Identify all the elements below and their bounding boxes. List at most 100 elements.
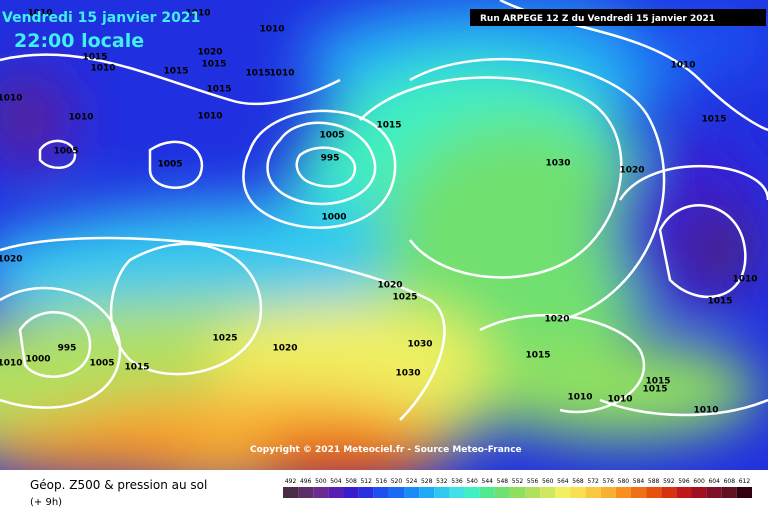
isobar-label: 1030 [545,159,570,169]
isobar-label: 1015 [525,351,550,361]
scale-swatch [328,487,344,498]
scale-label: 512 [360,478,372,485]
isobar-label: 1015 [245,69,270,79]
scale-label: 532 [436,478,448,485]
scale-label: 572 [587,478,599,485]
scale-swatch [525,487,541,498]
isobar-label: 1015 [645,377,670,387]
map-date: Vendredi 15 janvier 2021 [2,10,200,26]
scale-label: 612 [739,478,751,485]
scale-swatch [540,487,556,498]
scale-label: 528 [421,478,433,485]
scale-label: 592 [663,478,675,485]
isobar-label: 1010 [259,25,284,35]
scale-label: 544 [482,478,494,485]
scale-swatch [373,487,389,498]
scale-swatch [449,487,465,498]
copyright: Copyright © 2021 Meteociel.fr - Source M… [250,445,522,455]
scale-label: 580 [618,478,630,485]
scale-swatch [736,487,752,498]
isobar-label: 1015 [642,385,667,395]
scale-label: 524 [406,478,418,485]
scale-swatch [419,487,435,498]
isobar-label: 1015 [707,297,732,307]
scale-swatch [479,487,495,498]
isobar-label: 1015 [206,85,231,95]
legend-lead: (+ 9h) [30,497,62,508]
isobar-label: 1005 [319,131,344,141]
scale-label: 604 [708,478,720,485]
isobar-label: 1020 [272,344,297,354]
isobar-label: 1000 [321,213,346,223]
scale-swatch [661,487,677,498]
scale-label: 540 [466,478,478,485]
isobar-label: 1010 [197,112,222,122]
scale-swatch [570,487,586,498]
scale-swatch [615,487,631,498]
isobar-label: 1010 [68,113,93,123]
scale-label: 560 [542,478,554,485]
isobar-label: 1010 [185,9,210,19]
isobar-label: 1000 [25,355,50,365]
isobar-label: 1030 [407,340,432,350]
scale-label: 608 [724,478,736,485]
scale-label: 552 [512,478,524,485]
isobar-label: 1020 [377,281,402,291]
scale-swatch [358,487,374,498]
isobar-label: 995 [321,154,340,164]
scale-swatch [721,487,737,498]
isobar-label: 1025 [212,334,237,344]
isobar-label: 1015 [124,363,149,373]
run-info: Run ARPEGE 12 Z du Vendredi 15 janvier 2… [480,14,715,24]
scale-swatch [646,487,662,498]
isobar-label: 1030 [395,369,420,379]
isobar-label: 1025 [392,293,417,303]
scale-swatch [313,487,329,498]
isobar-label: 995 [58,344,77,354]
scale-swatch [494,487,510,498]
scale-swatch [706,487,722,498]
isobar-label: 1010 [567,393,592,403]
isobar-label: 1015 [163,67,188,77]
scale-swatch [388,487,405,498]
isobar-label: 1020 [0,255,23,265]
isobar-label: 1015 [701,115,726,125]
isobar-label: 1010 [732,275,757,285]
isobar-label: 1015 [376,121,401,131]
scale-label: 556 [527,478,539,485]
scale-label: 596 [678,478,690,485]
scale-label: 584 [633,478,645,485]
isobar-label: 1005 [89,359,114,369]
scale-swatch [600,487,616,498]
scale-label: 548 [497,478,509,485]
isobar-label: 1015 [82,53,107,63]
scale-label: 508 [345,478,357,485]
scale-label: 516 [376,478,388,485]
scale-label: 576 [603,478,615,485]
isobar-label: 1005 [157,160,182,170]
scale-swatch [676,487,692,498]
isobar-label: 1020 [197,48,222,58]
scale-swatch [283,487,299,498]
scale-swatch [404,487,420,498]
isobar-label: 1010 [0,359,23,369]
isobar-label: 1010 [90,64,115,74]
run-box [470,9,766,26]
scale-swatch [630,487,647,498]
scale-label: 564 [557,478,569,485]
color-scale: 492 496 500 504 508 512 516 520 524 528 532 536 540 5… [283,478,752,498]
scale-swatch [298,487,314,498]
scale-label: 600 [693,478,705,485]
scale-swatch [509,487,526,498]
scale-label: 500 [315,478,327,485]
scale-label: 504 [330,478,342,485]
isobar-label: 1010 [27,9,52,19]
map-time: 22:00 locale [14,30,144,52]
scale-swatch [343,487,359,498]
scale-swatch [555,487,571,498]
isobar-label: 1020 [619,166,644,176]
scale-label: 492 [285,478,297,485]
isobar-label: 1010 [693,406,718,416]
